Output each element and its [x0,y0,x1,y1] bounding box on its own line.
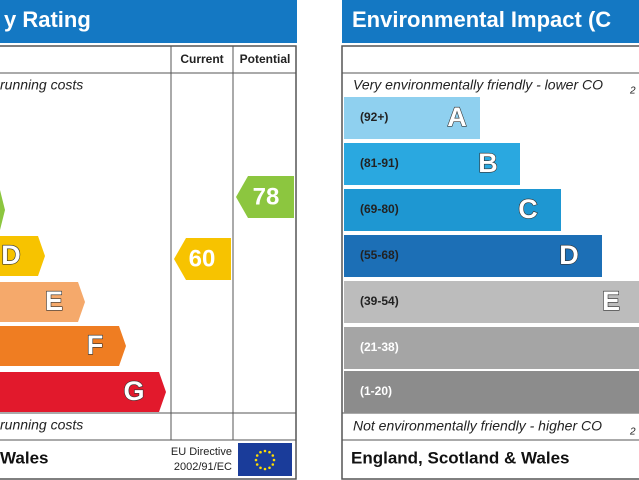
band-letter: A [447,102,467,132]
band-range: (69-80) [360,202,399,216]
band-a [344,97,480,139]
potential-arrow [236,176,294,218]
title-bar [342,0,639,43]
current-arrow [174,238,231,280]
band-range: (92+) [360,110,388,124]
potential-rating: 78 [253,183,280,210]
current-rating: 60 [189,245,216,272]
band-letter: D [559,240,579,270]
panel-frame [0,45,297,480]
band-letter: E [602,286,620,316]
band-range: (81-91) [360,156,399,170]
top-note: Very environmentally friendly - lower CO [353,77,603,93]
eu-stars [254,449,276,471]
column-header: Current [180,52,223,66]
band-d [344,235,602,277]
top-note: running costs [0,77,83,93]
panel-title: y Rating [4,7,91,32]
band-letter: B [478,148,498,178]
eu-flag [238,443,292,476]
band-f [344,327,639,369]
panel-frame [341,45,639,480]
band-range: (39-54) [360,294,399,308]
bottom-note: running costs [0,417,83,433]
band-g [0,372,166,412]
band-range: (55-68) [360,248,399,262]
band-range: (1-20) [360,384,392,398]
band-c [0,190,5,230]
band-letter: G [123,376,144,406]
directive: EU Directive [171,446,232,458]
band-letter: F [87,330,104,360]
panel-title: Environmental Impact (C [352,7,611,32]
top-note-sub: 2 [629,86,636,97]
band-letter: C [518,194,538,224]
bottom-note-sub: 2 [629,427,636,438]
footer-region: England, Scotland & Wales [351,448,570,467]
band-letter: E [45,286,63,316]
band-range: (21-38) [360,340,399,354]
environment-panel: Environmental Impact (C Very environment… [341,0,639,480]
band-e [0,282,85,322]
band-f [0,326,126,366]
band-e [344,281,639,323]
energy-panel: y Rating Current Potential running costs… [0,0,297,480]
column-header: Potential [240,52,291,66]
bottom-note: Not environmentally friendly - higher CO [353,418,602,434]
band-d [0,236,45,276]
footer-region: Wales [0,448,49,467]
band-letter: D [1,240,21,270]
band-g [344,371,639,413]
directive: 2002/91/EC [174,461,232,473]
title-bar [0,0,297,43]
band-b [344,143,520,185]
band-c [344,189,561,231]
